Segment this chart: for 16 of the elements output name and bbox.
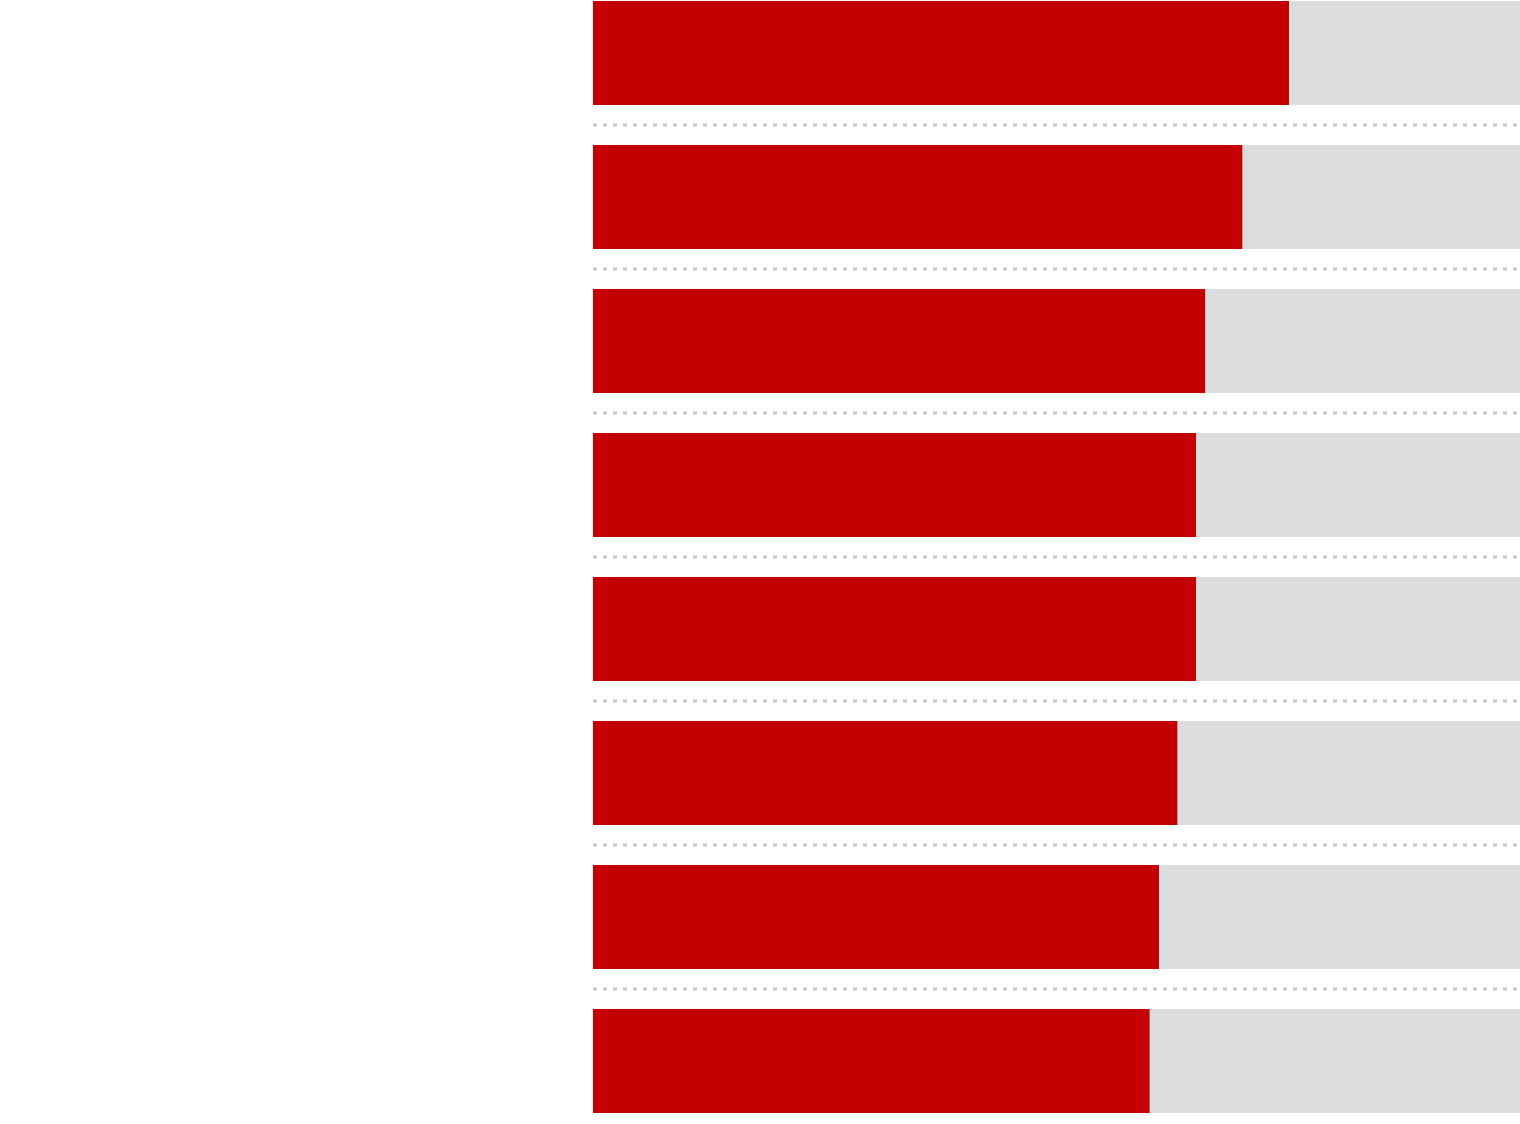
bar: [1159, 865, 1520, 969]
bar: [593, 289, 1206, 393]
bar: [593, 865, 1160, 969]
bar: [593, 1009, 1150, 1113]
bar: [593, 577, 1197, 681]
bar: [1205, 289, 1520, 393]
bar: [1242, 145, 1520, 249]
bar: [1196, 433, 1520, 537]
bar: [593, 145, 1243, 249]
bar: [1196, 577, 1520, 681]
bar: [593, 721, 1178, 825]
bar: [1177, 721, 1520, 825]
bar: [593, 1, 1289, 105]
bar: [593, 433, 1197, 537]
bar: [1149, 1009, 1520, 1113]
bar: [1289, 1, 1520, 105]
